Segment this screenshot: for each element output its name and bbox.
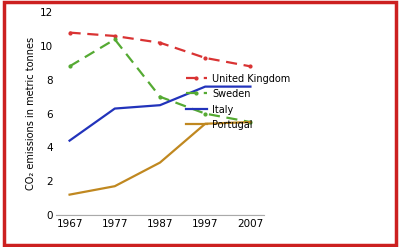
Line: United Kingdom: United Kingdom [67, 30, 253, 69]
Italy [203, 85, 208, 88]
Y-axis label: CO₂ emissions in metric tonnes: CO₂ emissions in metric tonnes [26, 37, 36, 190]
Sweden [248, 121, 253, 124]
Italy [67, 139, 72, 142]
Portugal [248, 121, 253, 124]
Sweden [158, 95, 162, 98]
United Kingdom [112, 35, 117, 38]
Italy [248, 85, 253, 88]
Line: Italy: Italy [70, 87, 250, 141]
Sweden [112, 38, 117, 41]
Italy [158, 104, 162, 107]
United Kingdom [248, 65, 253, 68]
Portugal [112, 185, 117, 188]
United Kingdom [158, 41, 162, 44]
Line: Portugal: Portugal [70, 122, 250, 195]
Portugal [203, 122, 208, 125]
Portugal [67, 193, 72, 196]
Italy [112, 107, 117, 110]
Sweden [67, 65, 72, 68]
United Kingdom [203, 57, 208, 60]
Sweden [203, 112, 208, 115]
Legend: United Kingdom, Sweden, Italy, Portugal: United Kingdom, Sweden, Italy, Portugal [186, 74, 290, 130]
Line: Sweden: Sweden [67, 37, 253, 125]
United Kingdom [67, 31, 72, 34]
Portugal [158, 161, 162, 164]
